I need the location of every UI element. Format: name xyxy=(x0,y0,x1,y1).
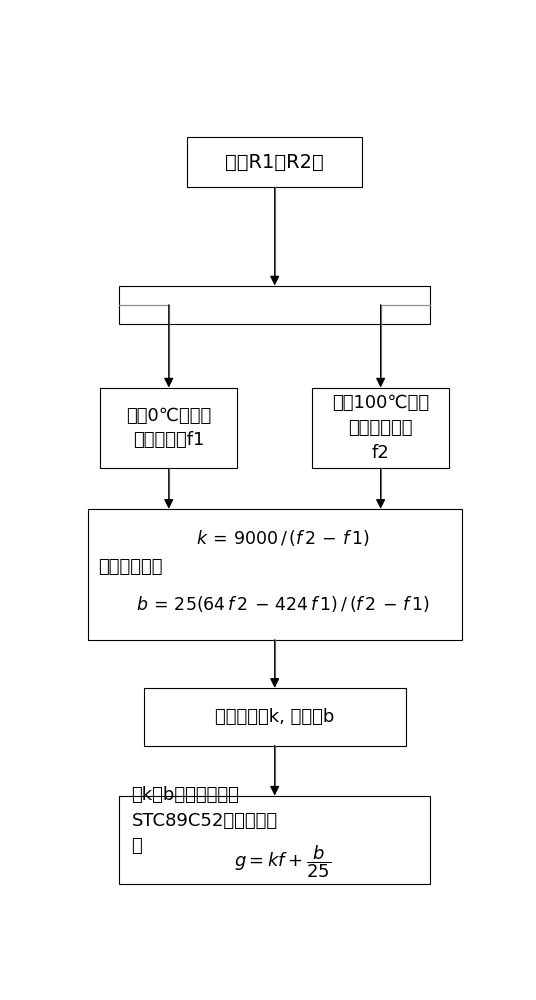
Text: $k\,=\,9000\,/\,(f\,2\,-\,f\,1)$: $k\,=\,9000\,/\,(f\,2\,-\,f\,1)$ xyxy=(196,528,370,548)
Text: 选取R1，R2值: 选取R1，R2值 xyxy=(225,153,324,172)
Text: 将k，b值写入单片机
STC89C52程序中的公
式: 将k，b值写入单片机 STC89C52程序中的公 式 xyxy=(131,786,278,855)
Text: 采集100℃时单
片机输入频率
f2: 采集100℃时单 片机输入频率 f2 xyxy=(332,394,429,462)
Bar xyxy=(88,509,461,640)
Bar xyxy=(188,137,362,187)
Bar xyxy=(144,688,406,746)
Bar xyxy=(119,286,430,324)
Text: 得出乘因子k, 加因子b: 得出乘因子k, 加因子b xyxy=(215,708,334,726)
Text: $b\,=\,25(64\,f\,2\,-\,424\,f\,1)\,/\,(f\,2\,-\,f\,1)$: $b\,=\,25(64\,f\,2\,-\,424\,f\,1)\,/\,(f… xyxy=(136,594,430,614)
Bar xyxy=(100,388,237,468)
Bar xyxy=(312,388,449,468)
Bar xyxy=(119,796,430,884)
Text: 代入两个公式: 代入两个公式 xyxy=(98,558,162,576)
Text: 采集0℃时单片
机输入频率f1: 采集0℃时单片 机输入频率f1 xyxy=(126,406,211,450)
Text: $g = kf + \dfrac{b}{25}$: $g = kf + \dfrac{b}{25}$ xyxy=(234,843,332,880)
